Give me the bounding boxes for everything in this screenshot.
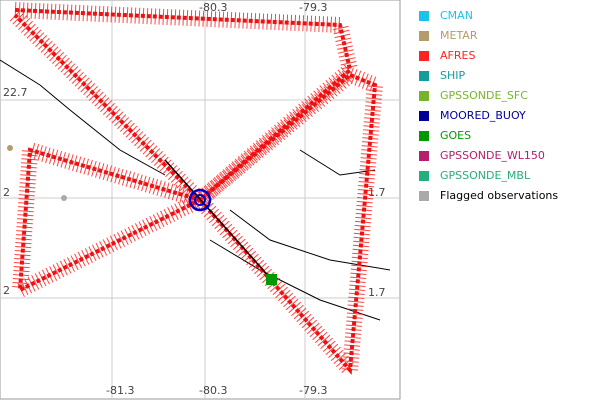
legend-label: CMAN	[440, 9, 473, 22]
grid-label: -80.3	[199, 1, 227, 14]
legend-label: SHIP	[440, 69, 465, 82]
legend-swatch	[419, 131, 429, 141]
legend-label: GPSSONDE_WL150	[440, 149, 545, 162]
flagged-obs	[61, 195, 67, 201]
map: -80.3 -79.3 -81.3 -80.3 -79.3 22.7 2 2 1.7 1.7	[0, 0, 401, 400]
legend-label: GPSSONDE_MBL	[440, 169, 531, 182]
grid-label: 2	[3, 284, 10, 297]
legend-swatch	[419, 11, 429, 21]
legend-swatch	[419, 171, 429, 181]
legend-label: GOES	[440, 129, 471, 142]
grid-label: -79.3	[299, 1, 327, 14]
coastline	[0, 59, 391, 321]
coast	[209, 239, 381, 321]
legend-swatch	[419, 111, 429, 121]
grid-label: -80.3	[199, 384, 227, 397]
grid-label: -79.3	[299, 384, 327, 397]
legend-swatch	[419, 31, 429, 41]
legend-swatch	[419, 71, 429, 81]
grid-label: 1.7	[368, 286, 386, 299]
legend: CMAN METAR AFRES SHIP GPSSONDE_SFC MOORED_BUO…	[419, 9, 558, 202]
moored-buoy-inner	[194, 194, 206, 206]
legend-swatch	[419, 151, 429, 161]
wind-barbs	[9, 2, 384, 390]
moored-buoy	[188, 188, 212, 212]
legend-swatch	[419, 191, 429, 201]
grid-label: 2	[3, 186, 10, 199]
coast	[299, 149, 376, 176]
drift-line	[164, 159, 273, 281]
metar-obs	[7, 145, 13, 151]
goes-obs	[266, 274, 277, 285]
map-labels: -80.3 -79.3 -81.3 -80.3 -79.3 22.7 2 2 1.7 1.7	[3, 1, 386, 397]
grid-label: 22.7	[3, 86, 28, 99]
grid-label: 1.7	[368, 186, 386, 199]
legend-swatch	[419, 51, 429, 61]
legend-label: MOORED_BUOY	[440, 109, 526, 122]
legend-swatch	[419, 91, 429, 101]
coast	[0, 59, 166, 176]
flight-track	[9, 2, 384, 390]
track	[13, 8, 378, 375]
legend-label: METAR	[440, 29, 478, 42]
legend-label: AFRES	[440, 49, 475, 62]
legend-label: Flagged observations	[440, 189, 558, 202]
legend-label: GPSSONDE_SFC	[440, 89, 528, 102]
grid-label: -81.3	[106, 384, 134, 397]
